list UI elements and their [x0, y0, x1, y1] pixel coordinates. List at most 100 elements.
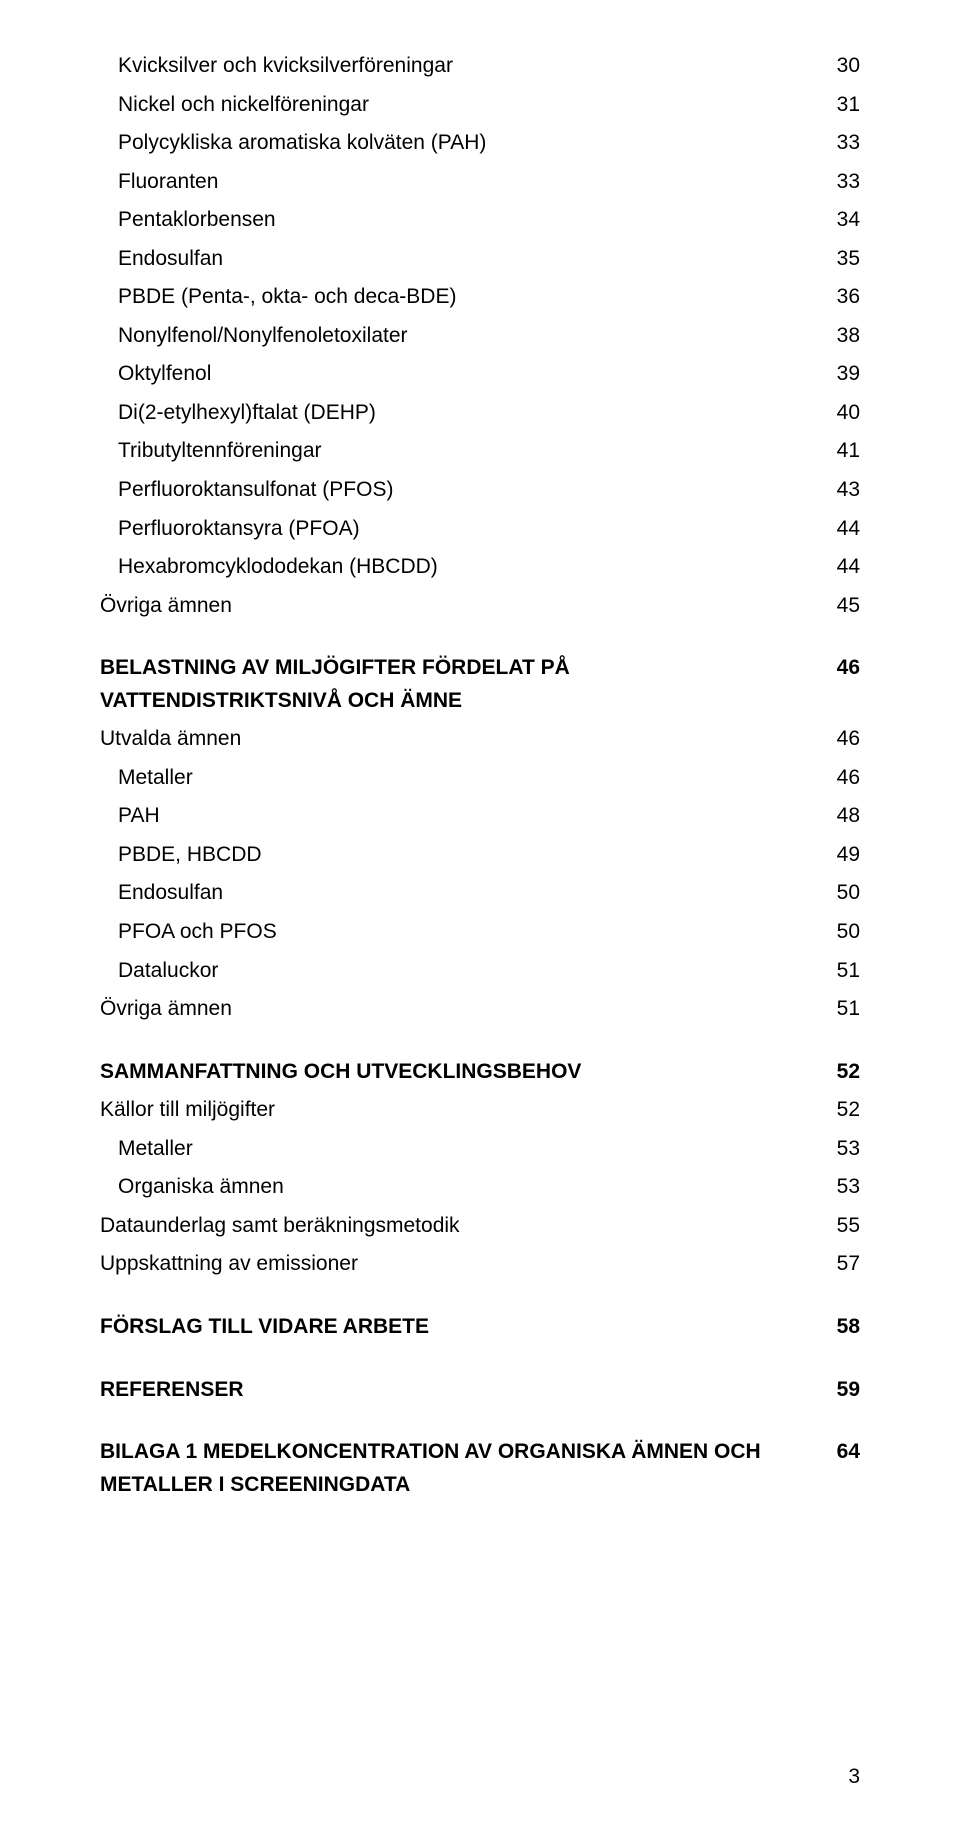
toc-page: 46	[837, 723, 860, 756]
toc-row: BILAGA 1 MEDELKONCENTRATION AV ORGANISKA…	[100, 1436, 860, 1501]
toc-row: Dataunderlag samt beräkningsmetodik55	[100, 1210, 860, 1243]
toc-label: Metaller	[100, 762, 193, 795]
toc-label: Endosulfan	[100, 877, 223, 910]
toc-page: 46	[837, 652, 860, 685]
toc-label: Polycykliska aromatiska kolväten (PAH)	[100, 127, 486, 160]
toc-row: Dataluckor 51	[100, 955, 860, 988]
toc-page: 55	[837, 1210, 860, 1243]
toc-label: Källor till miljögifter	[100, 1094, 275, 1127]
toc-label: Pentaklorbensen	[100, 204, 276, 237]
toc-row: Nickel och nickelföreningar 31	[100, 89, 860, 122]
toc-row: Pentaklorbensen 34	[100, 204, 860, 237]
toc-page: 64	[837, 1436, 860, 1469]
toc-label: Nickel och nickelföreningar	[100, 89, 369, 122]
toc-page: 52	[837, 1056, 860, 1089]
toc-label: BELASTNING AV MILJÖGIFTER FÖRDELAT PÅ VA…	[100, 652, 780, 717]
table-of-contents: Kvicksilver och kvicksilverföreningar 30 N…	[100, 50, 860, 1501]
toc-page: 34	[837, 204, 860, 237]
toc-page: 43	[837, 474, 860, 507]
toc-page: 44	[837, 551, 860, 584]
toc-page: 57	[837, 1248, 860, 1281]
toc-page: 41	[837, 435, 860, 468]
toc-page: 38	[837, 320, 860, 353]
toc-label: BILAGA 1 MEDELKONCENTRATION AV ORGANISKA…	[100, 1436, 780, 1501]
toc-page: 52	[837, 1094, 860, 1127]
toc-row: PFOA och PFOS 50	[100, 916, 860, 949]
toc-row: Di(2-etylhexyl)ftalat (DEHP) 40	[100, 397, 860, 430]
toc-row: BELASTNING AV MILJÖGIFTER FÖRDELAT PÅ VA…	[100, 652, 860, 717]
toc-label: FÖRSLAG TILL VIDARE ARBETE	[100, 1311, 429, 1344]
toc-row: Tributyltennföreningar 41	[100, 435, 860, 468]
toc-page: 39	[837, 358, 860, 391]
toc-label: PFOA och PFOS	[100, 916, 277, 949]
toc-label: Endosulfan	[100, 243, 223, 276]
toc-page: 59	[837, 1374, 860, 1407]
toc-row: REFERENSER 59	[100, 1374, 860, 1407]
toc-label: Organiska ämnen	[100, 1171, 284, 1204]
toc-row: Övriga ämnen 45	[100, 590, 860, 623]
toc-page: 33	[837, 127, 860, 160]
page-number: 3	[848, 1765, 860, 1789]
toc-row: FÖRSLAG TILL VIDARE ARBETE 58	[100, 1311, 860, 1344]
toc-label: Di(2-etylhexyl)ftalat (DEHP)	[100, 397, 376, 430]
toc-page: 35	[837, 243, 860, 276]
toc-row: Polycykliska aromatiska kolväten (PAH) 33	[100, 127, 860, 160]
toc-row: Hexabromcyklododekan (HBCDD) 44	[100, 551, 860, 584]
toc-row: Övriga ämnen 51	[100, 993, 860, 1026]
toc-row: Perfluoroktansulfonat (PFOS) 43	[100, 474, 860, 507]
toc-label: Fluoranten	[100, 166, 218, 199]
toc-label: REFERENSER	[100, 1374, 244, 1407]
toc-label: Dataluckor	[100, 955, 218, 988]
toc-row: PBDE, HBCDD49	[100, 839, 860, 872]
toc-label: Perfluoroktansyra (PFOA)	[100, 513, 360, 546]
toc-page: 50	[837, 916, 860, 949]
toc-page: 53	[837, 1171, 860, 1204]
document-page: Kvicksilver och kvicksilverföreningar 30 N…	[0, 0, 960, 1825]
toc-label: Övriga ämnen	[100, 590, 232, 623]
toc-page: 58	[837, 1311, 860, 1344]
toc-label: PBDE, HBCDD	[100, 839, 262, 872]
toc-page: 46	[837, 762, 860, 795]
toc-page: 51	[837, 955, 860, 988]
toc-label: PAH	[100, 800, 160, 833]
toc-row: Fluoranten 33	[100, 166, 860, 199]
toc-row: Perfluoroktansyra (PFOA) 44	[100, 513, 860, 546]
toc-page: 36	[837, 281, 860, 314]
toc-page: 40	[837, 397, 860, 430]
toc-label: Utvalda ämnen	[100, 723, 241, 756]
toc-page: 30	[837, 50, 860, 83]
toc-row: Utvalda ämnen 46	[100, 723, 860, 756]
toc-row: Uppskattning av emissioner 57	[100, 1248, 860, 1281]
toc-row: Organiska ämnen 53	[100, 1171, 860, 1204]
toc-row: Metaller 46	[100, 762, 860, 795]
toc-page: 45	[837, 590, 860, 623]
toc-page: 48	[837, 800, 860, 833]
toc-label: Perfluoroktansulfonat (PFOS)	[100, 474, 393, 507]
toc-row: Endosulfan 35	[100, 243, 860, 276]
toc-label: Övriga ämnen	[100, 993, 232, 1026]
toc-row: Källor till miljögifter 52	[100, 1094, 860, 1127]
toc-label: Uppskattning av emissioner	[100, 1248, 358, 1281]
toc-label: Metaller	[100, 1133, 193, 1166]
toc-row: Kvicksilver och kvicksilverföreningar 30	[100, 50, 860, 83]
toc-page: 51	[837, 993, 860, 1026]
toc-label: Oktylfenol	[100, 358, 211, 391]
toc-page: 33	[837, 166, 860, 199]
toc-label: Tributyltennföreningar	[100, 435, 322, 468]
toc-row: Endosulfan 50	[100, 877, 860, 910]
toc-row: Metaller 53	[100, 1133, 860, 1166]
toc-label: PBDE (Penta-, okta- och deca-BDE)	[100, 281, 456, 314]
toc-page: 44	[837, 513, 860, 546]
toc-row: Oktylfenol 39	[100, 358, 860, 391]
toc-label: Hexabromcyklododekan (HBCDD)	[100, 551, 438, 584]
toc-label: SAMMANFATTNING OCH UTVECKLINGSBEHOV	[100, 1056, 581, 1089]
toc-page: 50	[837, 877, 860, 910]
toc-row: Nonylfenol/Nonylfenoletoxilater 38	[100, 320, 860, 353]
toc-label: Kvicksilver och kvicksilverföreningar	[100, 50, 453, 83]
toc-label: Nonylfenol/Nonylfenoletoxilater	[100, 320, 408, 353]
toc-page: 31	[837, 89, 860, 122]
toc-row: SAMMANFATTNING OCH UTVECKLINGSBEHOV 52	[100, 1056, 860, 1089]
toc-row: PAH 48	[100, 800, 860, 833]
toc-page: 53	[837, 1133, 860, 1166]
toc-row: PBDE (Penta-, okta- och deca-BDE) 36	[100, 281, 860, 314]
